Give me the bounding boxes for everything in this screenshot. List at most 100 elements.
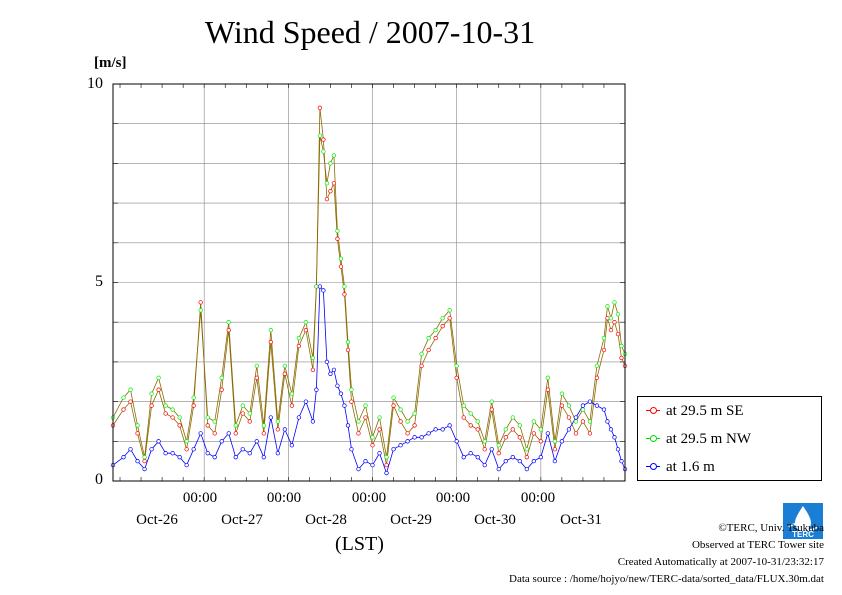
series-low-point bbox=[170, 451, 175, 456]
series-low-point bbox=[619, 459, 624, 464]
x-time-tick-1: 00:00 bbox=[182, 490, 218, 506]
series-nw-point bbox=[608, 316, 614, 321]
series-se-point bbox=[317, 105, 323, 110]
series-nw-point bbox=[412, 411, 417, 416]
series-se-point bbox=[559, 403, 565, 408]
series-nw-point bbox=[296, 335, 302, 341]
series-se-point bbox=[489, 407, 494, 412]
series-se-point bbox=[454, 375, 459, 380]
series-nw-point bbox=[331, 153, 337, 158]
series-nw-point bbox=[615, 312, 621, 317]
series-nw-point bbox=[594, 363, 600, 369]
series-low-point bbox=[314, 387, 319, 392]
series-nw-point bbox=[268, 327, 273, 333]
series-se-point bbox=[412, 423, 417, 428]
series-low-point bbox=[149, 447, 154, 452]
series-se-point bbox=[338, 264, 344, 269]
series-nw-point bbox=[601, 335, 607, 341]
series-nw-point bbox=[121, 395, 126, 400]
series-low-point bbox=[524, 466, 529, 472]
series-nw-point bbox=[254, 363, 259, 369]
series-se-point bbox=[587, 431, 593, 436]
x-time-tick-4: 00:00 bbox=[435, 490, 471, 506]
series-low-point bbox=[303, 399, 309, 404]
series-low-point bbox=[177, 455, 182, 460]
series-nw-point bbox=[303, 320, 309, 325]
series-low-line bbox=[112, 285, 626, 475]
series-se-point bbox=[156, 387, 161, 392]
series-se-point bbox=[177, 423, 182, 428]
series-se-point bbox=[170, 415, 175, 420]
series-nw-point bbox=[517, 423, 522, 428]
chart-legend: at 29.5 m SE at 29.5 m NW at 1.6 m bbox=[637, 396, 822, 481]
legend-marker-se-icon bbox=[646, 405, 660, 417]
series-low-point bbox=[247, 451, 252, 456]
series-low-point bbox=[282, 427, 287, 432]
series-nw-point bbox=[461, 403, 466, 408]
footer-created: Created Automatically at 2007-10-31/23:3… bbox=[617, 556, 824, 568]
series-se-point bbox=[468, 423, 473, 428]
series-nw-point bbox=[345, 339, 351, 345]
series-nw-point bbox=[503, 427, 508, 432]
series-se-point bbox=[619, 355, 624, 361]
series-se-point bbox=[184, 447, 189, 452]
series-se-point bbox=[482, 447, 487, 452]
series-nw-point bbox=[170, 407, 175, 412]
plot-frame bbox=[112, 83, 626, 482]
series-nw-point bbox=[468, 411, 473, 416]
series-se-line bbox=[112, 107, 626, 466]
series-low-point bbox=[121, 455, 126, 460]
series-nw-point bbox=[275, 419, 280, 424]
series-low-point bbox=[580, 403, 586, 408]
series-nw-point bbox=[510, 415, 515, 420]
series-nw-point bbox=[573, 419, 579, 424]
logo-text: TERC bbox=[792, 530, 814, 539]
series-nw-point bbox=[405, 419, 410, 424]
series-low-point bbox=[398, 443, 403, 448]
series-nw-point bbox=[226, 320, 231, 325]
series-low-point bbox=[363, 459, 368, 464]
series-se-point bbox=[163, 411, 168, 416]
series-se-point bbox=[612, 320, 617, 325]
series-low-point bbox=[384, 470, 389, 476]
series-se-point bbox=[405, 431, 410, 436]
series-nw-point bbox=[370, 435, 375, 440]
series-nw-point bbox=[612, 300, 617, 305]
series-se-point bbox=[303, 327, 309, 333]
series-low-point bbox=[212, 455, 217, 460]
series-low-point bbox=[426, 431, 431, 436]
legend-label-low: at 1.6 m bbox=[666, 458, 715, 475]
series-nw-point bbox=[282, 363, 287, 369]
series-se-point bbox=[384, 462, 389, 468]
series-nw-point bbox=[363, 403, 368, 408]
legend-label-nw: at 29.5 m NW bbox=[666, 430, 751, 447]
series-low-point bbox=[349, 447, 354, 452]
series-se-point bbox=[552, 447, 558, 452]
series-low-point bbox=[545, 431, 550, 436]
series-se-point bbox=[461, 415, 466, 420]
series-low-point bbox=[605, 419, 610, 424]
series-low-point bbox=[345, 423, 351, 428]
series-nw-point bbox=[419, 351, 424, 357]
series-se-point bbox=[580, 419, 586, 424]
series-se-point bbox=[331, 181, 337, 186]
x-date-label-oct31: Oct-31 bbox=[560, 512, 602, 528]
series-low-point bbox=[461, 455, 466, 460]
series-low-point bbox=[335, 383, 340, 388]
series-nw-point bbox=[328, 161, 333, 166]
series-low-point bbox=[219, 439, 224, 444]
series-se-point bbox=[191, 403, 196, 408]
series-low-point bbox=[233, 455, 238, 460]
series-nw-point bbox=[240, 403, 245, 408]
series-se-point bbox=[601, 347, 607, 353]
series-low-point bbox=[296, 415, 302, 420]
x-time-tick-2: 00:00 bbox=[266, 490, 302, 506]
series-low-point bbox=[503, 459, 508, 464]
series-se-point bbox=[328, 189, 333, 194]
series-nw-point bbox=[605, 304, 610, 309]
series-nw-point bbox=[545, 375, 550, 380]
series-nw-point bbox=[552, 439, 558, 444]
series-low-point bbox=[342, 403, 347, 408]
series-nw-point bbox=[377, 415, 382, 420]
series-low-point bbox=[310, 419, 316, 424]
